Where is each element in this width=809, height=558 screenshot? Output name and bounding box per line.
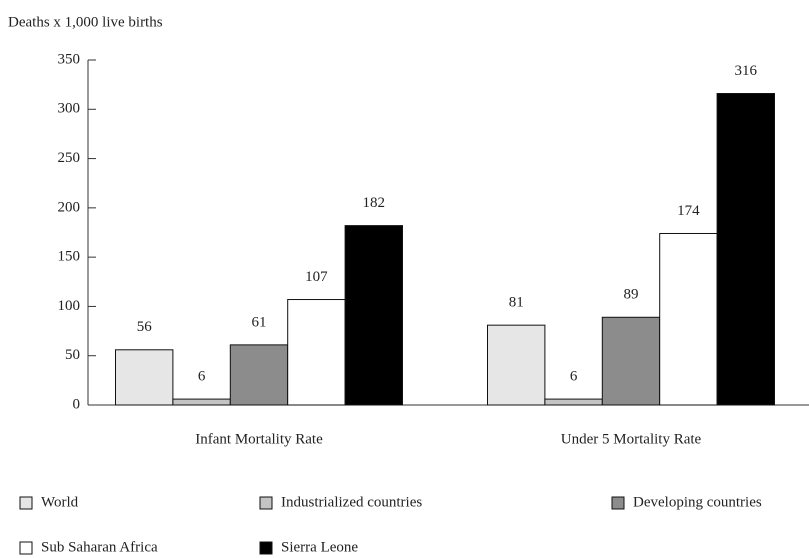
bar bbox=[344, 225, 404, 406]
legend-swatch bbox=[611, 496, 625, 510]
legend-swatch bbox=[19, 541, 33, 555]
data-label: 174 bbox=[677, 203, 700, 219]
legend-label: World bbox=[41, 494, 79, 510]
legend-label: Sub Saharan Africa bbox=[41, 539, 158, 555]
data-label: 316 bbox=[735, 63, 758, 79]
bar bbox=[172, 398, 231, 406]
data-label: 81 bbox=[509, 295, 524, 311]
legend-label: Developing countries bbox=[633, 494, 762, 510]
data-label: 56 bbox=[137, 319, 153, 335]
y-tick-label: 200 bbox=[58, 199, 81, 215]
legend-swatch bbox=[259, 496, 273, 510]
y-tick-label: 100 bbox=[58, 298, 81, 314]
legend-label: Sierra Leone bbox=[281, 539, 358, 555]
bar bbox=[229, 344, 289, 406]
x-tick-label: Under 5 Mortality Rate bbox=[561, 431, 702, 447]
data-label: 107 bbox=[305, 269, 328, 285]
bar bbox=[716, 93, 775, 406]
bar bbox=[601, 316, 661, 406]
y-tick-label: 50 bbox=[65, 347, 80, 363]
data-label: 89 bbox=[624, 287, 639, 303]
data-label: 61 bbox=[252, 314, 267, 330]
data-label: 6 bbox=[198, 369, 206, 385]
bar bbox=[659, 232, 718, 406]
legend-swatch bbox=[19, 496, 33, 510]
legend-swatch bbox=[259, 541, 273, 555]
x-tick-label: Infant Mortality Rate bbox=[195, 431, 323, 447]
bar bbox=[544, 398, 603, 406]
y-tick-label: 300 bbox=[58, 101, 81, 117]
legend-label: Industrialized countries bbox=[281, 494, 422, 510]
y-tick-label: 0 bbox=[73, 396, 81, 412]
bar bbox=[487, 324, 546, 406]
data-label: 6 bbox=[570, 369, 578, 385]
data-label: 182 bbox=[363, 195, 386, 211]
y-axis-label: Deaths x 1,000 live births bbox=[8, 14, 163, 30]
y-tick-label: 250 bbox=[58, 150, 81, 166]
y-tick-label: 350 bbox=[58, 51, 81, 67]
bar bbox=[287, 299, 346, 406]
y-tick-label: 150 bbox=[58, 249, 81, 265]
bar bbox=[115, 349, 174, 406]
